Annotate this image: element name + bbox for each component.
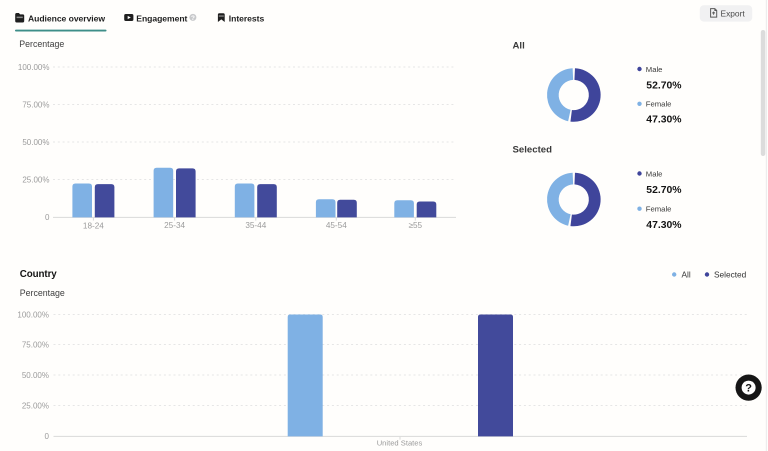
svg-text:50.00%: 50.00% bbox=[22, 371, 49, 380]
svg-text:?: ? bbox=[745, 383, 752, 395]
svg-text:?: ? bbox=[191, 15, 195, 22]
svg-text:52.70%: 52.70% bbox=[646, 80, 681, 91]
svg-text:Male: Male bbox=[646, 169, 663, 178]
svg-text:Percentage: Percentage bbox=[19, 39, 64, 49]
svg-text:47.30%: 47.30% bbox=[646, 220, 681, 231]
svg-text:Selected: Selected bbox=[513, 145, 553, 156]
svg-text:0: 0 bbox=[45, 213, 50, 222]
svg-text:Engagement: Engagement bbox=[136, 14, 187, 24]
svg-text:Male: Male bbox=[646, 65, 663, 74]
svg-text:18-24: 18-24 bbox=[83, 221, 104, 230]
svg-text:45-54: 45-54 bbox=[326, 221, 347, 230]
svg-text:100.00%: 100.00% bbox=[18, 63, 50, 72]
svg-text:25-34: 25-34 bbox=[164, 221, 185, 230]
svg-text:0: 0 bbox=[45, 432, 50, 441]
svg-text:Percentage: Percentage bbox=[20, 288, 65, 298]
svg-text:Female: Female bbox=[646, 100, 672, 109]
svg-text:All: All bbox=[682, 269, 691, 279]
svg-text:United States: United States bbox=[377, 439, 423, 448]
svg-text:Country: Country bbox=[20, 269, 58, 280]
svg-text:47.30%: 47.30% bbox=[646, 114, 681, 125]
svg-text:35-44: 35-44 bbox=[245, 221, 266, 230]
svg-text:Female: Female bbox=[646, 205, 672, 214]
svg-text:25.00%: 25.00% bbox=[22, 401, 49, 410]
svg-text:Interests: Interests bbox=[229, 14, 265, 24]
svg-text:All: All bbox=[513, 41, 525, 52]
svg-text:Audience overview: Audience overview bbox=[28, 14, 105, 24]
svg-text:50.00%: 50.00% bbox=[22, 138, 49, 147]
svg-text:≥55: ≥55 bbox=[408, 221, 422, 230]
svg-text:75.00%: 75.00% bbox=[22, 340, 49, 349]
svg-text:52.70%: 52.70% bbox=[646, 185, 681, 196]
svg-text:100.00%: 100.00% bbox=[17, 310, 49, 319]
svg-text:75.00%: 75.00% bbox=[22, 100, 49, 109]
svg-text:Selected: Selected bbox=[714, 269, 747, 279]
svg-text:Export: Export bbox=[721, 8, 746, 18]
svg-text:25.00%: 25.00% bbox=[22, 175, 49, 184]
